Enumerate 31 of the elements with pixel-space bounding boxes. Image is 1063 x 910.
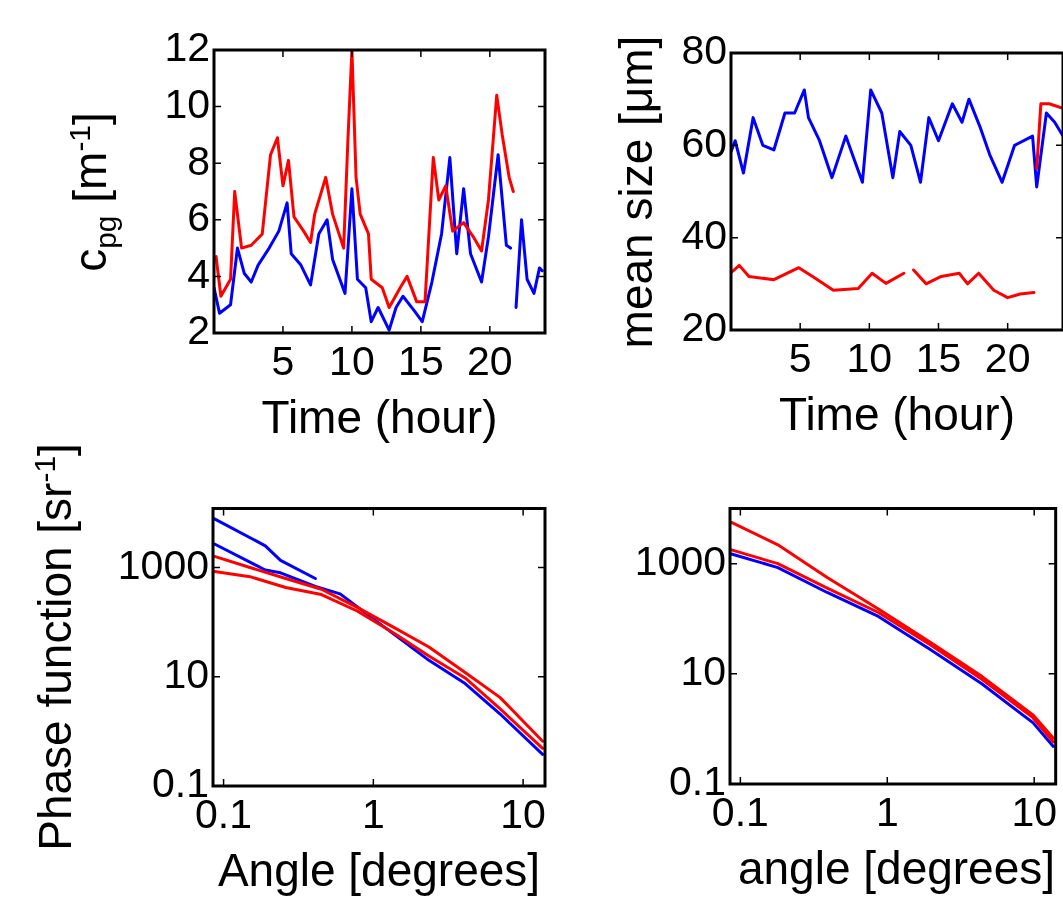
y-tick-label: 1000	[117, 541, 209, 588]
x-axis-title: angle [degrees]	[737, 842, 1056, 895]
x-tick-label: 10	[1011, 788, 1057, 835]
x-tick-label: 10	[846, 334, 893, 381]
y-tick-label: 60	[681, 119, 727, 166]
y-tick-label: 1000	[634, 537, 726, 584]
y-tick-label: 12	[164, 24, 210, 71]
y-tick-label: 10	[164, 80, 210, 127]
x-tick-label: 10	[329, 337, 375, 384]
y-tick-label: 10	[163, 651, 209, 698]
x-tick-label: 1	[875, 788, 899, 835]
x-axis-title: Angle [degrees]	[217, 844, 541, 897]
x-tick-label: 10	[500, 790, 546, 837]
x-tick-label: 20	[467, 337, 513, 384]
y-tick-label: 6	[187, 194, 210, 241]
y-tick-label: 10	[680, 648, 726, 695]
y-tick-label: 40	[681, 211, 727, 258]
y-tick-label: 80	[681, 27, 727, 74]
x-tick-label: 1	[361, 790, 385, 837]
x-tick-label: 15	[915, 334, 962, 381]
x-axis-title: Time (hour)	[261, 391, 498, 444]
y-tick-label: 2	[187, 307, 210, 354]
x-tick-label: 5	[271, 337, 295, 384]
y-tick-label: 20	[681, 304, 727, 351]
x-tick-label: 20	[984, 334, 1031, 381]
y-axis-title: mean size [μm]	[609, 35, 663, 348]
x-tick-label: 15	[398, 337, 444, 384]
y-tick-label: 8	[187, 137, 210, 184]
x-tick-label: 5	[788, 334, 812, 381]
y-tick-label: 4	[187, 250, 210, 297]
x-axis-title: Time (hour)	[779, 388, 1015, 441]
